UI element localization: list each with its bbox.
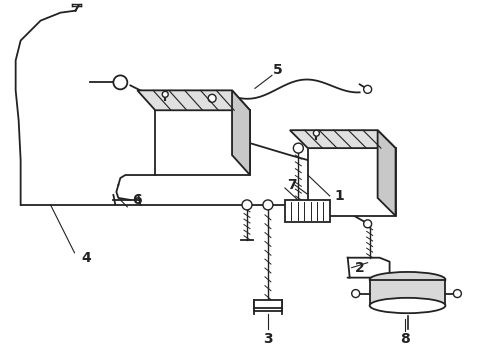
Circle shape bbox=[162, 91, 168, 97]
Polygon shape bbox=[290, 130, 395, 148]
Polygon shape bbox=[308, 148, 395, 216]
Circle shape bbox=[263, 200, 273, 210]
Polygon shape bbox=[254, 300, 282, 307]
Polygon shape bbox=[378, 130, 395, 216]
Polygon shape bbox=[232, 90, 250, 175]
Circle shape bbox=[314, 130, 319, 136]
Ellipse shape bbox=[369, 298, 445, 313]
Text: 3: 3 bbox=[263, 332, 273, 346]
Polygon shape bbox=[137, 90, 250, 110]
Circle shape bbox=[113, 75, 127, 89]
Circle shape bbox=[294, 143, 303, 153]
Text: 5: 5 bbox=[273, 63, 283, 77]
Text: 1: 1 bbox=[335, 189, 344, 203]
Text: 2: 2 bbox=[355, 261, 365, 275]
Circle shape bbox=[364, 220, 371, 228]
Polygon shape bbox=[285, 200, 330, 222]
Text: 6: 6 bbox=[132, 193, 142, 207]
Ellipse shape bbox=[369, 272, 445, 287]
Circle shape bbox=[453, 289, 462, 298]
Text: 7: 7 bbox=[287, 178, 296, 192]
Text: 4: 4 bbox=[81, 251, 91, 265]
Circle shape bbox=[352, 289, 360, 298]
Circle shape bbox=[242, 200, 252, 210]
Circle shape bbox=[364, 85, 371, 93]
Text: 8: 8 bbox=[400, 332, 410, 346]
Polygon shape bbox=[369, 280, 445, 306]
Circle shape bbox=[208, 94, 216, 102]
Polygon shape bbox=[155, 110, 250, 175]
